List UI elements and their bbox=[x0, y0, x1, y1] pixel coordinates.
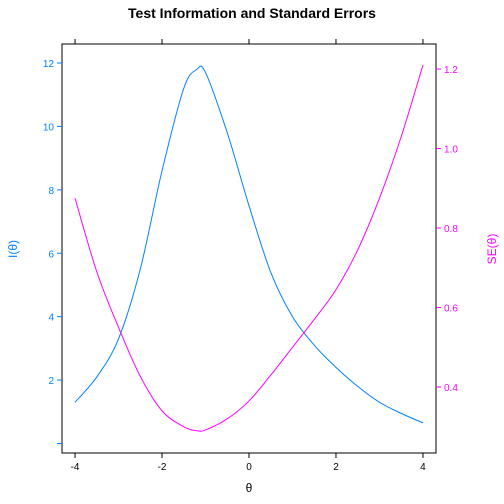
y-tick-label-left: 2 bbox=[48, 376, 54, 387]
y-axis-label-right: SE(θ) bbox=[485, 234, 499, 265]
y-tick-label-right: 0.6 bbox=[444, 304, 458, 315]
information-curve bbox=[74, 65, 424, 424]
y-tick-label-right: 1.2 bbox=[444, 65, 458, 76]
y-tick-label-left: 6 bbox=[48, 249, 54, 260]
x-tick-label: 4 bbox=[420, 462, 426, 473]
y-tick-label-left: 8 bbox=[48, 186, 54, 197]
y-tick-label-left: 10 bbox=[43, 122, 55, 133]
x-axis-label: θ bbox=[246, 481, 253, 495]
x-tick-label: -2 bbox=[158, 462, 167, 473]
y-axis-label-left: I(θ) bbox=[6, 240, 20, 258]
y-tick-label-left: 12 bbox=[43, 59, 55, 70]
y-tick-label-right: 0.8 bbox=[444, 224, 458, 235]
x-tick-label: -4 bbox=[71, 462, 80, 473]
x-axis: -4 -2 0 2 4 bbox=[71, 39, 426, 473]
x-tick-label: 2 bbox=[333, 462, 339, 473]
y-tick-label-right: 1.0 bbox=[444, 145, 458, 156]
plot-frame bbox=[61, 43, 437, 454]
standard-error-curve bbox=[74, 64, 424, 432]
y-axis-right: 0.4 0.6 0.8 1.0 1.2 bbox=[436, 65, 458, 394]
series-layer bbox=[74, 64, 424, 432]
chart-title: Test Information and Standard Errors bbox=[128, 5, 376, 21]
y-tick-label-right: 0.4 bbox=[444, 383, 458, 394]
y-tick-label-left: 4 bbox=[48, 313, 54, 324]
x-tick-label: 0 bbox=[246, 462, 252, 473]
y-axis-left: 2 4 6 8 10 12 bbox=[43, 59, 62, 444]
